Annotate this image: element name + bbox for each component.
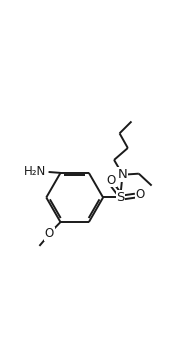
Text: O: O — [45, 227, 54, 240]
Text: S: S — [116, 191, 125, 204]
Text: O: O — [107, 174, 116, 187]
Text: N: N — [117, 168, 127, 181]
Text: H₂N: H₂N — [24, 165, 46, 178]
Text: O: O — [135, 188, 144, 201]
